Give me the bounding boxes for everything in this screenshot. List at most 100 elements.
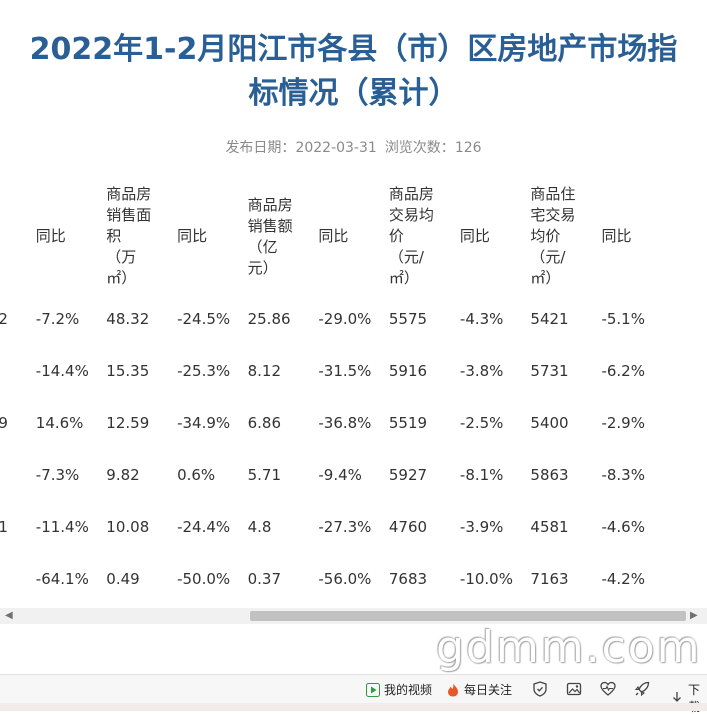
- table-row: 1.82 -64.1% 0.49 -50.0% 0.37 -56.0% 7683 -10.0%…: [0, 553, 657, 605]
- daily-follow-button[interactable]: 每日关注: [446, 681, 512, 698]
- shield-icon[interactable]: [532, 681, 548, 697]
- site-watermark: gdmm.com: [436, 622, 702, 673]
- table-row: 3.56 -14.4% 15.35 -25.3% 8.12 -31.5% 5916 -3.8%…: [0, 345, 657, 397]
- table-cell: 5400: [530, 413, 569, 432]
- daily-follow-label: 每日关注: [464, 683, 513, 697]
- article-title: 2022年1-2月阳江市各县（市）区房地产市场指 标情况（累计）: [0, 28, 707, 116]
- table-cell: 8.12: [247, 361, 281, 380]
- table-cell: -29.0%: [318, 309, 372, 328]
- column-header: 存面 积 （万 ㎡）: [0, 180, 21, 293]
- article-meta: 发布日期：2022-03-31 浏览次数：126: [0, 137, 707, 157]
- bottom-edge-strip: [0, 703, 707, 711]
- heartbeat-icon[interactable]: [600, 681, 616, 697]
- view-count: 126: [454, 140, 482, 156]
- column-header: 商品房 销售面 积 （万 ㎡）: [106, 185, 152, 287]
- table-cell: 5575: [388, 309, 428, 328]
- flame-icon: [446, 683, 460, 697]
- table-cell: -6.2%: [601, 361, 645, 380]
- table-cell: -4.6%: [601, 517, 645, 536]
- table-cell: -31.5%: [318, 361, 372, 380]
- table-cell: 6.34: [0, 449, 21, 501]
- column-header: 商品房 交易均 价 （元/ ㎡）: [388, 185, 434, 287]
- column-header: 同比: [459, 227, 490, 245]
- table-cell: 70.19: [0, 413, 8, 432]
- table-row: 68.02 -7.2% 48.32 -24.5% 25.86 -29.0% 5575 -4.3…: [0, 293, 657, 345]
- play-icon: [366, 682, 380, 697]
- table-cell: -3.9%: [459, 517, 504, 536]
- table-cell: -8.1%: [459, 465, 504, 484]
- table-cell: 5927: [388, 465, 428, 484]
- table-cell: 48.32: [106, 309, 150, 328]
- table-cell: -3.8%: [459, 361, 504, 380]
- table-cell: -8.3%: [601, 465, 645, 484]
- table-cell: 9.82: [106, 465, 140, 484]
- view-count-label: 浏览次数：: [384, 140, 455, 156]
- table-cell: 5519: [388, 413, 428, 432]
- table-cell: -7.3%: [35, 465, 80, 484]
- column-header: 同比: [35, 227, 66, 245]
- my-videos-label: 我的视频: [384, 683, 433, 697]
- table-cell: -56.0%: [318, 569, 372, 588]
- table-cell: 5916: [388, 361, 428, 380]
- table-cell: 4.8: [247, 517, 272, 536]
- table-cell: 68.02: [0, 309, 8, 328]
- table-cell: 5421: [530, 309, 569, 328]
- horizontal-scrollbar[interactable]: ◀ ▶: [0, 608, 707, 624]
- image-icon[interactable]: [566, 681, 582, 697]
- table-cell: -2.9%: [601, 413, 645, 432]
- rocket-icon[interactable]: [634, 681, 650, 697]
- column-header: 商品房 销售额 （亿 元）: [247, 195, 293, 277]
- column-header: 同比: [177, 227, 208, 245]
- scrollbar-thumb[interactable]: [250, 611, 686, 621]
- table-cell: 5.71: [247, 465, 281, 484]
- table-cell: 10.08: [106, 517, 150, 536]
- table-cell: -34.9%: [177, 413, 231, 432]
- data-table-scroll-area[interactable]: 存面 积 （万 ㎡） 同比 商品房 销售面 积 （万 ㎡） 同比 商品房 销售额 （亿 …: [0, 180, 707, 608]
- table-cell: 7683: [388, 569, 428, 588]
- table-cell: 4760: [388, 517, 428, 536]
- table-row: 26.11 -11.4% 10.08 -24.4% 4.8 -27.3% 4760 -3.9%…: [0, 501, 657, 553]
- table-cell: 7163: [530, 569, 569, 588]
- table-cell: -7.2%: [35, 309, 80, 328]
- column-header: 同比: [318, 227, 349, 245]
- table-cell: -36.8%: [318, 413, 372, 432]
- table-row: 70.19 14.6% 12.59 -34.9% 6.86 -36.8% 5519 -2.5%…: [0, 397, 657, 449]
- table-cell: -4.2%: [601, 569, 645, 588]
- article-title-line1: 2022年1-2月阳江市各县（市）区房地产市场指: [29, 32, 678, 67]
- table-cell: -10.0%: [459, 569, 513, 588]
- table-cell: 5731: [530, 361, 569, 380]
- publish-date: 2022-03-31: [295, 140, 377, 156]
- column-header: 同比: [601, 227, 632, 245]
- table-cell: -27.3%: [318, 517, 372, 536]
- table-cell: 25.86: [247, 309, 291, 328]
- table-cell: -4.3%: [459, 309, 504, 328]
- table-cell: 0.37: [247, 569, 281, 588]
- table-cell: -2.5%: [459, 413, 504, 432]
- article-title-line2: 标情况（累计）: [248, 76, 459, 111]
- scroll-left-arrow-icon[interactable]: ◀: [5, 610, 13, 621]
- scroll-right-arrow-icon[interactable]: ▶: [690, 610, 698, 621]
- table-cell: -24.4%: [177, 517, 231, 536]
- table-cell: -50.0%: [177, 569, 231, 588]
- table-cell: 14.6%: [35, 413, 84, 432]
- table-cell: -24.5%: [177, 309, 231, 328]
- table-cell: 0.6%: [177, 465, 216, 484]
- table-cell: -9.4%: [318, 465, 362, 484]
- table-cell: 15.35: [106, 361, 150, 380]
- table-cell: 4581: [530, 517, 569, 536]
- table-cell: 1.82: [0, 553, 21, 605]
- column-header: 商品住 宅交易 均价 （元/ ㎡）: [530, 185, 576, 287]
- publish-date-label: 发布日期：: [225, 140, 296, 156]
- table-cell: 3.56: [0, 345, 21, 397]
- table-cell: -5.1%: [601, 309, 645, 328]
- bottom-toolbar: 我的视频 每日关注 下载: [0, 674, 707, 714]
- table-cell: -14.4%: [35, 361, 89, 380]
- table-cell: -11.4%: [35, 517, 89, 536]
- table-cell: 26.11: [0, 517, 8, 536]
- table-cell: 6.86: [247, 413, 281, 432]
- table-cell: -25.3%: [177, 361, 231, 380]
- data-table: 存面 积 （万 ㎡） 同比 商品房 销售面 积 （万 ㎡） 同比 商品房 销售额 （亿 …: [0, 180, 657, 605]
- table-cell: 5863: [530, 465, 569, 484]
- table-cell: 0.49: [106, 569, 140, 588]
- my-videos-button[interactable]: 我的视频: [366, 681, 432, 698]
